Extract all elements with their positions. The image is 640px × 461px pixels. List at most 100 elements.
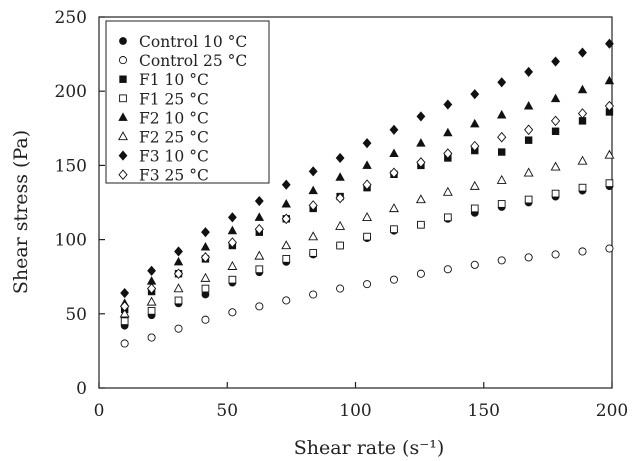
data-point: [443, 213, 452, 222]
data-point: [578, 183, 587, 192]
data-point: [604, 75, 615, 85]
data-point: [578, 247, 587, 256]
legend-entry: Control 25 °C: [139, 52, 247, 70]
ticks: 0 50 100 150 200 0 50 100 150 200 250: [55, 8, 629, 421]
data-point: [390, 225, 398, 234]
data-point: [281, 213, 291, 225]
data-point: [470, 260, 479, 269]
data-point: [551, 127, 560, 135]
data-point: [605, 179, 614, 188]
data-point: [174, 324, 183, 333]
data-point: [281, 198, 291, 208]
data-point: [254, 212, 265, 221]
legend-marker: [118, 150, 128, 161]
data-point: [147, 265, 156, 276]
series-group: [120, 244, 614, 348]
data-point: [173, 283, 184, 293]
data-point: [389, 203, 399, 213]
data-point: [523, 101, 534, 110]
data-point: [335, 220, 346, 230]
data-point: [524, 195, 533, 204]
data-point: [577, 84, 588, 94]
x-tick-label: 150: [468, 401, 500, 421]
series-group: [120, 100, 615, 312]
legend-marker: [119, 37, 127, 45]
series-group: [119, 75, 615, 307]
data-point: [147, 306, 156, 315]
data-point: [227, 260, 238, 270]
data-point: [442, 186, 453, 196]
data-point: [389, 167, 399, 179]
data-point: [469, 180, 480, 190]
data-point: [417, 220, 425, 229]
data-point: [201, 315, 210, 324]
data-point: [577, 108, 588, 119]
data-point: [201, 227, 210, 238]
data-point: [524, 66, 534, 77]
data-point: [336, 241, 344, 250]
data-point: [470, 118, 480, 128]
series-group: [119, 149, 615, 318]
data-point: [416, 111, 426, 122]
data-point: [281, 240, 292, 250]
data-point: [550, 161, 561, 171]
data-point: [120, 301, 130, 312]
data-point: [282, 296, 291, 305]
data-point: [120, 287, 130, 299]
y-tick-label: 200: [55, 82, 87, 102]
data-point: [443, 99, 453, 110]
data-point: [200, 241, 211, 251]
data-point: [551, 189, 560, 198]
data-point: [120, 317, 129, 326]
x-tick-label: 200: [596, 401, 628, 421]
data-point: [550, 115, 561, 127]
data-point: [443, 127, 453, 137]
data-point: [254, 223, 264, 235]
data-point: [228, 308, 237, 317]
data-point: [227, 225, 238, 235]
y-tick-label: 100: [55, 231, 87, 251]
x-tick-label: 50: [216, 401, 238, 421]
data-point: [497, 200, 506, 208]
legend-entry: F1 25 °C: [139, 90, 209, 108]
data-point: [497, 256, 506, 265]
data-point: [362, 179, 372, 190]
data-point: [578, 47, 587, 58]
legend-entry: F2 10 °C: [139, 109, 209, 127]
data-point: [496, 109, 507, 119]
data-point: [605, 244, 614, 253]
data-point: [577, 155, 588, 165]
data-point: [227, 237, 237, 248]
legend-entry: F3 10 °C: [139, 148, 209, 166]
data-point: [254, 250, 265, 260]
data-point: [416, 138, 426, 147]
y-tick-label: 250: [55, 8, 87, 28]
data-point: [146, 283, 157, 294]
data-point: [470, 140, 480, 152]
legend-marker: [118, 56, 128, 65]
data-point: [146, 296, 157, 306]
data-point: [309, 249, 318, 257]
data-point: [200, 252, 211, 263]
data-point: [281, 179, 291, 190]
x-axis-label: Shear rate (s⁻¹): [294, 437, 445, 459]
legend-entry: F2 25 °C: [139, 129, 209, 147]
data-point: [173, 256, 184, 266]
data-point: [227, 212, 237, 223]
y-tick-label: 150: [55, 156, 87, 176]
data-point: [308, 200, 318, 211]
data-point: [416, 269, 425, 278]
data-point: [255, 302, 264, 311]
data-point: [362, 138, 372, 149]
data-point: [200, 272, 211, 282]
data-point: [174, 296, 183, 305]
data-point: [551, 250, 560, 259]
data-point: [228, 275, 237, 284]
legend-entry: F1 10 °C: [139, 71, 209, 89]
data-point: [120, 339, 129, 348]
x-tick-label: 100: [339, 401, 371, 421]
data-point: [363, 232, 371, 241]
data-point: [255, 265, 264, 274]
series-group: [120, 38, 614, 299]
